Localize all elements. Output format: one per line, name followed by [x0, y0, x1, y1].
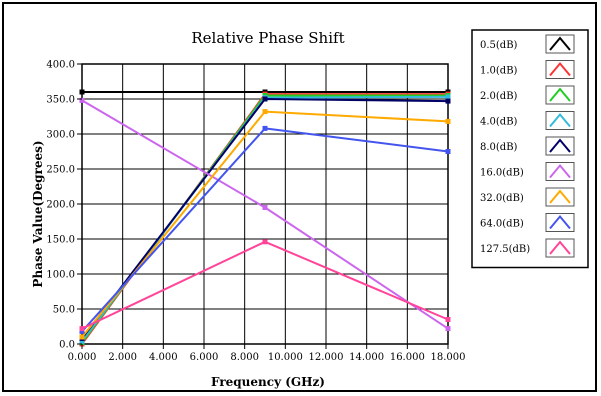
legend-swatch	[545, 85, 575, 105]
legend-swatch	[545, 162, 575, 181]
x-tick-label: 4.000	[149, 352, 178, 363]
series-point	[79, 334, 85, 340]
chart-window: 0.000 2.000 4.000 6.000 8.000 10.000 12.000 14.…	[2, 2, 597, 392]
y-tick-label: 300.0	[46, 130, 75, 141]
x-tick-label: 10.000	[268, 352, 303, 363]
y-tick-label: 350.0	[46, 95, 75, 106]
y-tick-label: 100.0	[46, 270, 75, 281]
legend-chevron-icon	[549, 87, 571, 102]
legend-swatch	[545, 136, 575, 156]
legend-chevron-icon	[549, 138, 571, 153]
legend-chevron-icon	[549, 189, 571, 204]
series-lines	[79, 89, 451, 347]
series-point	[262, 239, 268, 245]
x-tick-label: 2.000	[108, 352, 137, 363]
legend-swatch	[545, 111, 575, 130]
legend: 0.5(dB) 1.0(dB) 2.0(dB) 4.0(dB) 8.0(dB) 16.0(…	[471, 29, 589, 269]
legend-swatch	[545, 187, 575, 207]
grid	[82, 64, 448, 344]
legend-label: 64.0(dB)	[480, 219, 524, 230]
series-point	[79, 338, 85, 344]
series-point	[262, 109, 268, 115]
legend-label: 2.0(dB)	[480, 91, 518, 102]
series-point	[79, 97, 85, 103]
series-point	[445, 149, 451, 154]
x-tick-label: 6.000	[190, 352, 219, 363]
legend-label: 8.0(dB)	[480, 142, 518, 153]
x-tick-label: 12.000	[309, 352, 344, 363]
legend-label: 0.5(dB)	[480, 40, 518, 51]
legend-label: 1.0(dB)	[480, 66, 518, 77]
series-point	[445, 94, 451, 100]
legend-chevron-icon	[549, 240, 571, 255]
y-tick-label: 0.0	[59, 340, 75, 351]
x-axis-title: Frequency (GHz)	[211, 375, 325, 389]
legend-swatch	[545, 213, 575, 232]
tick-labels: 0.000 2.000 4.000 6.000 8.000 10.000 12.000 14.…	[46, 60, 465, 364]
y-tick-label: 200.0	[46, 200, 75, 211]
legend-swatch	[545, 34, 575, 54]
y-tick-label: 50.0	[53, 305, 75, 316]
legend-chevron-icon	[549, 36, 571, 51]
y-axis-title: Phase Value(Degrees)	[31, 140, 45, 287]
series-point	[445, 326, 451, 332]
y-tick-label: 150.0	[46, 235, 75, 246]
series-point	[79, 326, 85, 332]
legend-label: 16.0(dB)	[480, 168, 524, 179]
x-tick-label: 16.000	[390, 352, 425, 363]
series-point	[445, 98, 451, 104]
legend-chevron-icon	[549, 61, 571, 77]
y-tick-label: 400.0	[46, 60, 75, 71]
series-point	[262, 96, 268, 102]
series-point	[262, 205, 268, 210]
legend-label: 127.5(dB)	[480, 244, 530, 255]
series-point	[79, 328, 85, 334]
legend-label: 4.0(dB)	[480, 117, 518, 128]
legend-chevron-icon	[549, 112, 571, 128]
legend-label: 32.0(dB)	[480, 193, 524, 204]
y-tick-label: 250.0	[46, 165, 75, 176]
x-tick-label: 8.000	[230, 352, 259, 363]
legend-chevron-icon	[549, 214, 571, 230]
legend-chevron-icon	[549, 163, 571, 179]
legend-swatch	[545, 60, 575, 79]
series-point	[445, 317, 451, 322]
x-tick-label: 14.000	[349, 352, 384, 363]
legend-swatch	[545, 238, 575, 258]
series-point	[79, 89, 85, 95]
chart-svg: 0.000 2.000 4.000 6.000 8.000 10.000 12.000 14.…	[31, 29, 589, 389]
chart-title: Relative Phase Shift	[191, 29, 344, 47]
x-tick-label: 18.000	[431, 352, 466, 363]
series-point	[445, 118, 451, 124]
series-point	[262, 125, 268, 131]
x-tick-label: 0.000	[68, 352, 97, 363]
